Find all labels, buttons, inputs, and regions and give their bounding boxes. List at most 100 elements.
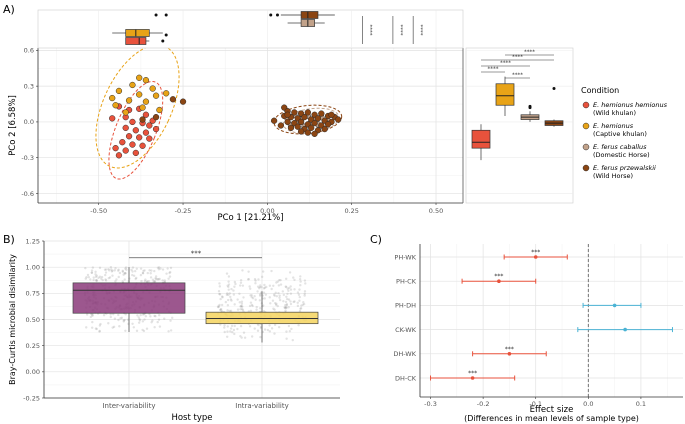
box-jitter-point [151,319,154,322]
box-jitter-point [303,292,306,295]
effect-row-label: PH-DH [395,302,416,310]
box-significance-label: *** [191,250,202,258]
confidence-ellipse [108,80,164,180]
box-jitter-point [167,277,170,280]
box-jitter-point [137,316,140,319]
box-jitter-point [107,276,110,280]
box-jitter-point [273,308,276,311]
box-jitter-point [135,276,138,280]
box-jitter-point [227,293,230,297]
box-jitter-point [92,276,95,279]
scatter-point-1 [136,134,143,141]
box-jitter-point [289,288,293,291]
box-jitter-point [157,277,160,281]
box-jitter-point [100,275,104,279]
top-box-outlier [161,39,165,43]
box-jitter-point [90,314,94,317]
top-significance-label: **** [367,25,373,36]
effect-significance-label: *** [468,370,477,377]
legend-sublabel-2: (Captive khulan) [593,130,647,138]
box-jitter-point [285,297,289,301]
box-jitter-point [261,270,265,273]
box-jitter-point [168,275,172,278]
box-jitter-point [227,285,230,289]
box-jitter-point [226,303,230,307]
box-jitter-point [91,314,94,317]
scatter-point-4 [291,109,298,116]
box-jitter-point [148,269,151,272]
box-jitter-point [135,267,138,270]
scatter-point-4 [308,124,315,132]
box-jitter-point [292,300,295,304]
box-jitter-point [218,303,221,307]
box-1 [72,282,186,314]
box-jitter-point [282,299,285,303]
box-jitter-point [85,313,89,316]
box-jitter-point [274,291,277,295]
box-jitter-point [268,284,272,287]
box-jitter-point [258,307,262,310]
box-jitter-point [287,324,291,328]
effect-x-tick-label: -0.3 [424,400,437,408]
scatter-y-axis-title: PCo 2 [6.58%] [8,95,18,156]
box-jitter-point [220,295,224,298]
box-jitter-point [255,308,258,311]
box-jitter-point [90,269,94,272]
box-jitter-point [290,327,293,331]
box-jitter-point [153,314,156,318]
legend-title: Condition [581,86,619,95]
effect-x-tick-label: 0.0 [583,400,593,408]
box-jitter-point [165,272,168,275]
effect-point-DH-WK [507,352,512,356]
box-jitter-point [299,284,302,287]
box-jitter-point [278,278,281,282]
box-jitter-point [226,292,229,295]
scatter-point-4 [284,118,291,126]
box-jitter-point [283,306,286,309]
box-jitter-point [95,279,98,283]
right-boxplot-box [471,129,491,149]
box-jitter-point [277,291,280,295]
box-jitter-point [124,272,127,275]
box-jitter-point [258,294,262,297]
box-jitter-point [217,304,220,308]
scatter-point-4 [321,125,328,133]
box-jitter-point [270,287,273,291]
box-jitter-point [241,308,245,311]
box-jitter-point [104,278,107,281]
box-jitter-point [161,268,165,271]
box-jitter-point [259,293,262,296]
box-jitter-point [161,279,164,282]
box-jitter-point [220,303,224,307]
box-jitter-point [256,329,260,332]
box-jitter-point [114,266,117,270]
box-jitter-point [149,272,152,275]
box-jitter-point [256,290,259,293]
box-jitter-point [143,269,146,272]
box-jitter-point [158,314,161,317]
box-jitter-point [265,285,268,289]
box-jitter-point [236,308,240,311]
right-significance-label: **** [524,50,535,56]
box-jitter-point [139,267,143,270]
box-jitter-point [89,315,93,319]
box-jitter-point [84,277,87,280]
top-box-outlier [154,13,158,17]
scatter-point-4 [311,119,318,127]
scatter-point-1 [146,122,153,129]
box-jitter-point [284,277,288,281]
box-jitter-point [226,298,230,302]
top-boxplot-box [125,37,147,45]
right-boxplot-box [495,83,515,106]
box-jitter-point [233,303,236,306]
box-jitter-point [273,294,276,297]
box-y-tick-label: -0.25 [23,394,40,402]
box-jitter-point [262,304,265,307]
box-jitter-point [241,269,244,272]
box-jitter-point [113,269,116,272]
scatter-point-1 [142,111,150,118]
box-jitter-point [157,268,161,271]
box-jitter-point [117,275,120,279]
box-jitter-point [287,298,291,301]
box-y-tick-label: 0.75 [26,290,40,298]
